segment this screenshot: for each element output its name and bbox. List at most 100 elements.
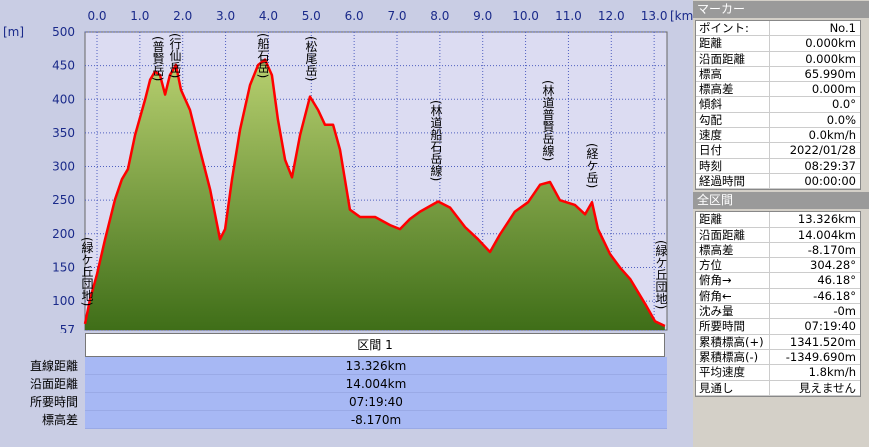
x-tick-label: 8.0 [430,9,449,23]
y-tick-label: 200 [52,227,75,241]
panel-key: 平均速度 [696,365,770,380]
summary-value: 07:19:40 [85,393,667,411]
panel-table: ポイント: No.1 距離 0.000km 沿面距離 0.000km 標高 65.990m 標高… [695,20,861,191]
panel-row: 標高差 0.000m [696,82,860,98]
summary-label: 沿面距離 [29,377,78,391]
x-tick-label: 1.0 [130,9,149,23]
panel-value: 0.0km/h [808,128,856,143]
x-tick-label: 5.0 [302,9,321,23]
y-unit: [m] [3,25,24,39]
summary-value: 13.326km [85,357,667,375]
panel-key: 標高差 [696,242,770,258]
x-tick-label: 10.0 [512,9,539,23]
x-unit: [km] [670,9,693,23]
panel-key: 距離 [696,212,770,227]
summary-value: 14.004km [85,375,667,393]
panel-value: 14.004km [797,227,856,242]
summary-row: 所要時間 07:19:40 [0,393,667,411]
y-tick-label: 150 [52,260,75,274]
panel-value: -8.170m [807,242,856,257]
y-tick-label: 400 [52,92,75,106]
panel-row: 標高 65.990m [696,66,860,83]
panel-row: 距離 0.000km [696,36,860,52]
summary-label: 直線距離 [29,359,78,373]
panel-value: 46.18° [817,273,856,288]
profile-line [83,58,666,328]
panel-row: 俯角← -46.18° [696,288,860,305]
section-bar: 区間 1 [85,333,665,357]
panel-key: 傾斜 [696,97,770,112]
x-tick-label: 4.0 [259,9,278,23]
panel-key: ポイント: [696,21,770,36]
panel-value: -0m [833,304,856,319]
panel-row: 俯角→ 46.18° [696,273,860,289]
profile-area: [m] [km] 57 100 150 200 250 300 350 400 450 500 0.… [0,0,698,447]
panel-key: 見通し [696,380,770,395]
panel-value: 304.28° [810,258,856,273]
panel-value: 13.326km [797,212,856,227]
panel-row: 累積標高(-) -1349.690m [696,349,860,366]
panel-row: 標高差 -8.170m [696,242,860,259]
panel-value: 0.0° [831,97,856,112]
panel-value: 0.000km [805,51,856,66]
panel-row: 傾斜 0.0° [696,97,860,113]
panel-value: 見えません [798,380,856,395]
panel-key: 時刻 [696,158,770,173]
panel-key: 累積標高(-) [696,349,770,365]
panel-row: 速度 0.0km/h [696,128,860,144]
summary-row: 沿面距離 14.004km [0,375,667,393]
y-tick-label: 100 [52,294,75,308]
x-tick-label: 0.0 [87,9,106,23]
annotation: (経ケ岳) [585,143,599,188]
annotation: (緑ケ丘団地) [80,237,94,306]
x-tick-label: 6.0 [345,9,364,23]
area-fill [85,59,665,330]
panel-row: 方位 304.28° [696,258,860,274]
annotation: (林道船石岳線) [429,100,443,181]
panel-row: 時刻 08:29:37 [696,158,860,174]
panel-value: -1349.690m [785,349,856,364]
summary-label: 所要時間 [29,395,78,409]
x-tick-label: 11.0 [555,9,582,23]
panel-value: 00:00:00 [804,173,856,188]
summary-value: -8.170m [85,411,667,429]
summary-row: 直線距離 13.326km [0,357,667,375]
panel-value: 0.0% [826,112,856,127]
panel-value: 1.8km/h [808,365,856,380]
panel-value: 0.000km [805,36,856,51]
x-tick-label: 12.0 [598,9,625,23]
panel-value: 07:19:40 [804,319,856,334]
chart: [m] [km] 57 100 150 200 250 300 350 400 450 500 0.… [3,9,698,337]
summary-label: 標高差 [41,413,78,427]
annotation: (行仙岳) [168,33,182,78]
x-tick-label: 9.0 [473,9,492,23]
panel-header: 全区間 [693,192,869,210]
panel-key: 標高差 [696,82,770,97]
panel-key: 所要時間 [696,319,770,334]
panel-row: ポイント: No.1 [696,21,860,37]
panel-row: 累積標高(+) 1341.520m [696,334,860,350]
panel-row: 沈み量 -0m [696,304,860,320]
panel-key: 沿面距離 [696,51,770,66]
summary-row: 標高差 -8.170m [0,411,667,429]
panel-row: 勾配 0.0% [696,112,860,129]
annotation: (緑ケ丘団地) [654,240,668,309]
panel-key: 累積標高(+) [696,334,770,349]
panel-row: 経過時間 00:00:00 [696,173,860,190]
annotation: (普賢岳) [151,36,165,81]
annotation: (松尾岳) [304,36,318,81]
y-tick-label: 250 [52,193,75,207]
panel-key: 沈み量 [696,304,770,319]
panel-value: No.1 [829,21,856,35]
panel-key: 標高 [696,66,770,82]
panel-key: 沿面距離 [696,227,770,242]
side-panel: マーカー ポイント: No.1 距離 0.000km 沿面距離 0.000km 標高 65.99… [693,0,869,447]
panel-key: 速度 [696,128,770,143]
panel-row: 見通し 見えません [696,380,860,396]
panel-key: 俯角→ [696,273,770,288]
panel-value: 2022/01/28 [789,143,856,158]
panel-row: 沿面距離 0.000km [696,51,860,67]
panel-row: 平均速度 1.8km/h [696,365,860,381]
panel-header: マーカー [693,1,869,18]
